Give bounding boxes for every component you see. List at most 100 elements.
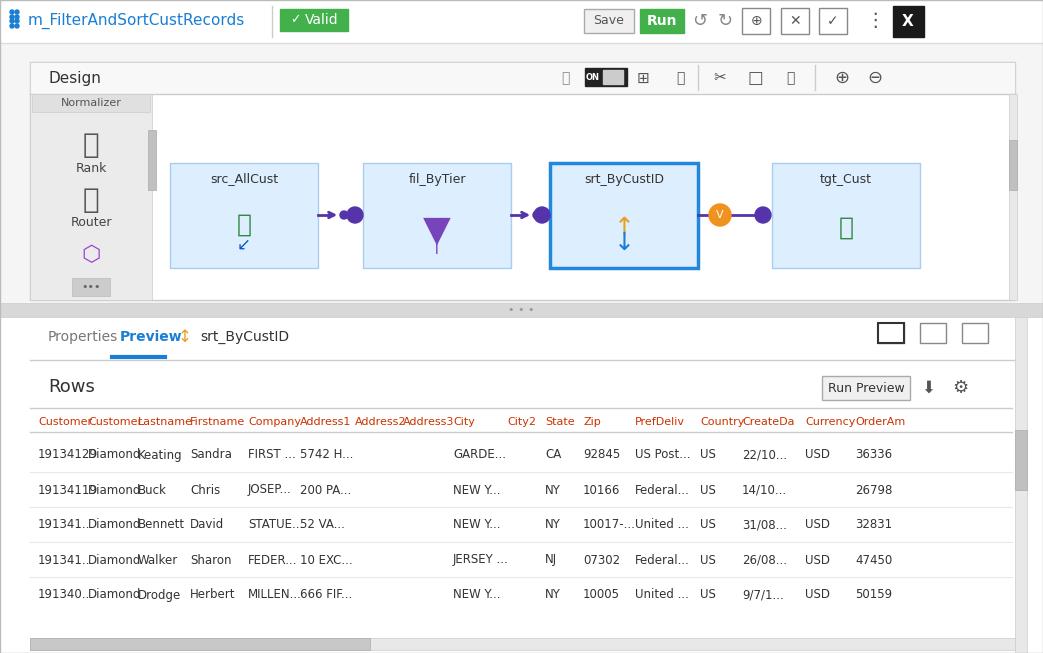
Text: ✂: ✂ xyxy=(713,71,726,86)
Text: FIRST ...: FIRST ... xyxy=(248,449,296,462)
Bar xyxy=(30,94,152,300)
Text: USD: USD xyxy=(805,518,830,532)
Text: src_AllCust: src_AllCust xyxy=(210,172,278,185)
Text: Diamond: Diamond xyxy=(88,518,142,532)
Text: JERSEY ...: JERSEY ... xyxy=(453,554,509,567)
Bar xyxy=(878,323,904,343)
Text: srt_ByCustID: srt_ByCustID xyxy=(584,172,664,185)
Text: NEW Y...: NEW Y... xyxy=(453,483,501,496)
Bar xyxy=(640,9,684,33)
Text: 💡: 💡 xyxy=(561,71,569,85)
Text: Federal...: Federal... xyxy=(635,554,689,567)
Bar xyxy=(30,62,1015,300)
Text: ⋮: ⋮ xyxy=(866,12,884,31)
Text: 📋: 📋 xyxy=(785,71,794,85)
Text: ⊕: ⊕ xyxy=(834,69,850,87)
Text: 191341...: 191341... xyxy=(38,554,94,567)
Text: |: | xyxy=(434,236,440,254)
Text: Design: Design xyxy=(48,71,101,86)
Bar xyxy=(584,9,634,33)
Bar xyxy=(920,323,946,343)
Text: FEDER...: FEDER... xyxy=(248,554,297,567)
Text: USD: USD xyxy=(805,554,830,567)
Text: Zip: Zip xyxy=(583,417,601,427)
Text: ↻: ↻ xyxy=(718,12,732,30)
Bar xyxy=(1009,140,1017,190)
Circle shape xyxy=(15,24,19,28)
Text: 50159: 50159 xyxy=(855,588,892,601)
Circle shape xyxy=(340,211,348,219)
Text: 9/7/1...: 9/7/1... xyxy=(742,588,783,601)
Text: fil_ByTier: fil_ByTier xyxy=(408,172,466,185)
Text: Currency: Currency xyxy=(805,417,855,427)
Circle shape xyxy=(534,207,550,223)
Text: 5742 H...: 5742 H... xyxy=(300,449,354,462)
Bar xyxy=(32,94,150,112)
Text: ⊖: ⊖ xyxy=(868,69,882,87)
Bar xyxy=(148,130,156,190)
Text: US: US xyxy=(700,483,715,496)
Bar xyxy=(0,303,1043,317)
Text: Federal...: Federal... xyxy=(635,483,689,496)
Text: NJ: NJ xyxy=(545,554,557,567)
Text: Preview: Preview xyxy=(120,330,183,344)
Bar xyxy=(893,6,924,37)
Text: US: US xyxy=(700,554,715,567)
Text: Address1: Address1 xyxy=(300,417,351,427)
Bar xyxy=(962,323,988,343)
Text: 10 EXC...: 10 EXC... xyxy=(300,554,353,567)
Text: Diamond: Diamond xyxy=(88,483,142,496)
Text: 31/08...: 31/08... xyxy=(742,518,786,532)
Bar xyxy=(1009,94,1017,300)
Bar xyxy=(280,9,348,31)
Text: ✕: ✕ xyxy=(790,14,801,28)
Text: JOSEP...: JOSEP... xyxy=(248,483,292,496)
Text: ⚙: ⚙ xyxy=(952,379,968,397)
Text: Keating: Keating xyxy=(138,449,183,462)
Circle shape xyxy=(15,15,19,19)
Text: Drodge: Drodge xyxy=(138,588,181,601)
Text: US: US xyxy=(700,449,715,462)
Text: Properties: Properties xyxy=(48,330,118,344)
Text: Customer: Customer xyxy=(38,417,92,427)
Text: ⬡: ⬡ xyxy=(81,245,101,265)
Text: US Post...: US Post... xyxy=(635,449,690,462)
Text: CA: CA xyxy=(545,449,561,462)
Circle shape xyxy=(755,207,771,223)
Circle shape xyxy=(709,204,731,226)
Circle shape xyxy=(895,9,921,35)
Bar xyxy=(550,163,698,268)
Text: 32831: 32831 xyxy=(855,518,892,532)
Text: ↓: ↓ xyxy=(613,231,634,255)
Text: 191340...: 191340... xyxy=(38,588,94,601)
Text: 19134119: 19134119 xyxy=(38,483,98,496)
Text: 666 FIF...: 666 FIF... xyxy=(300,588,353,601)
Text: ✓: ✓ xyxy=(827,14,839,28)
Text: srt_ByCustID: srt_ByCustID xyxy=(200,330,289,344)
Text: Sharon: Sharon xyxy=(190,554,232,567)
Circle shape xyxy=(10,24,14,28)
Text: 36336: 36336 xyxy=(855,449,892,462)
Text: United ...: United ... xyxy=(635,588,688,601)
Text: NY: NY xyxy=(545,483,561,496)
Text: 47450: 47450 xyxy=(855,554,892,567)
Bar xyxy=(363,163,511,268)
Bar xyxy=(0,315,1043,653)
Bar xyxy=(30,62,1015,94)
Text: 10005: 10005 xyxy=(583,588,620,601)
Text: 26/08...: 26/08... xyxy=(742,554,787,567)
Text: ⬇: ⬇ xyxy=(921,379,935,397)
Bar xyxy=(819,8,847,34)
Text: Company: Company xyxy=(248,417,301,427)
Text: 10166: 10166 xyxy=(583,483,621,496)
Text: 191341...: 191341... xyxy=(38,518,94,532)
Text: USD: USD xyxy=(805,588,830,601)
Text: OrderAm: OrderAm xyxy=(855,417,905,427)
Text: 52 VA...: 52 VA... xyxy=(300,518,345,532)
Text: Customer: Customer xyxy=(88,417,142,427)
Text: 📊: 📊 xyxy=(82,131,99,159)
Text: City: City xyxy=(453,417,475,427)
Bar xyxy=(72,278,110,296)
Text: NEW Y...: NEW Y... xyxy=(453,588,501,601)
Text: V: V xyxy=(717,210,724,220)
